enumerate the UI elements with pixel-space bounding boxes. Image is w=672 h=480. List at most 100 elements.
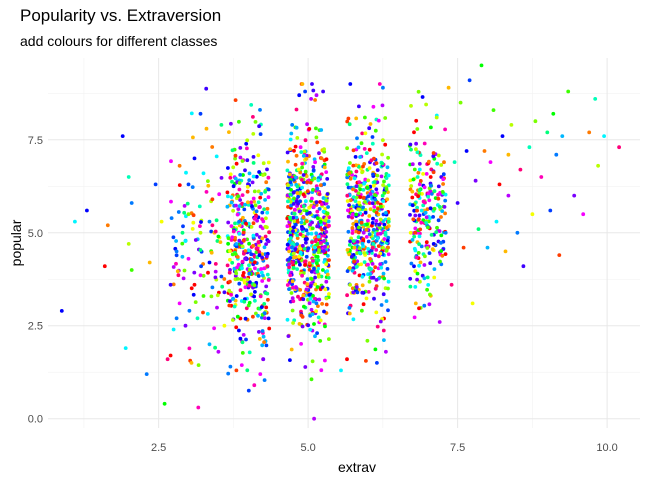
data-point <box>381 292 386 297</box>
data-point <box>410 195 415 200</box>
data-point <box>192 156 197 161</box>
data-point <box>294 215 299 220</box>
data-point <box>292 219 297 224</box>
data-point <box>309 307 314 312</box>
data-point <box>323 287 328 292</box>
data-point <box>383 142 388 147</box>
data-point <box>345 175 350 180</box>
data-point <box>232 304 237 309</box>
data-point <box>366 262 370 267</box>
data-point <box>311 165 316 169</box>
data-point <box>246 388 251 393</box>
data-point <box>359 262 363 267</box>
data-point <box>301 173 306 177</box>
data-point <box>509 123 514 127</box>
data-point <box>267 326 272 331</box>
data-point <box>374 210 379 215</box>
data-point <box>364 296 369 301</box>
data-point <box>314 254 319 259</box>
data-point <box>187 308 192 313</box>
data-point <box>375 200 380 205</box>
data-point <box>213 275 218 280</box>
data-point <box>321 89 325 94</box>
data-point <box>242 251 246 256</box>
data-point <box>413 213 418 218</box>
data-point <box>231 229 236 234</box>
data-point <box>209 229 214 234</box>
data-point <box>415 127 420 131</box>
data-point <box>308 297 313 301</box>
data-point <box>371 104 376 109</box>
data-point <box>386 286 390 291</box>
data-point <box>377 82 382 86</box>
data-point <box>446 85 451 90</box>
data-point <box>213 269 218 274</box>
data-point <box>289 188 293 192</box>
data-point <box>256 274 261 278</box>
data-point <box>184 170 188 175</box>
data-point <box>322 182 327 187</box>
data-point <box>288 230 293 235</box>
data-point <box>315 261 319 266</box>
data-point <box>213 345 218 350</box>
data-point <box>432 275 437 280</box>
data-point <box>409 147 413 152</box>
data-point <box>429 192 434 196</box>
data-point <box>371 227 376 232</box>
data-point <box>169 216 174 221</box>
data-point <box>264 216 268 221</box>
data-point <box>345 357 349 362</box>
data-point <box>206 183 211 188</box>
data-point <box>350 268 355 273</box>
data-point <box>229 121 233 126</box>
data-point <box>356 225 361 230</box>
data-point <box>311 259 315 263</box>
data-point <box>322 233 327 238</box>
data-point <box>376 254 381 259</box>
data-point <box>357 200 361 205</box>
data-point <box>527 145 532 150</box>
data-point <box>408 230 413 235</box>
data-point <box>353 199 358 204</box>
data-point <box>412 208 417 213</box>
data-point <box>345 182 350 187</box>
data-point <box>581 212 586 217</box>
data-point <box>415 208 419 213</box>
data-point <box>238 198 243 202</box>
data-point <box>318 241 323 245</box>
data-point <box>251 161 256 165</box>
data-point <box>228 172 233 177</box>
data-point <box>439 233 444 238</box>
data-point <box>264 343 269 348</box>
data-point <box>361 205 365 210</box>
data-point <box>360 283 365 288</box>
data-point <box>237 328 241 333</box>
y-tick-labels: 0.0 2.5 5.0 7.5 <box>28 135 43 426</box>
data-point <box>299 342 303 346</box>
data-point <box>310 196 314 201</box>
data-point <box>350 226 355 230</box>
data-point <box>290 296 295 300</box>
data-point <box>315 216 320 221</box>
data-point <box>426 194 430 199</box>
data-point <box>247 263 251 268</box>
data-point <box>250 180 255 185</box>
data-point <box>358 195 363 200</box>
data-point <box>312 176 317 181</box>
data-point <box>314 200 319 205</box>
data-point <box>431 151 436 155</box>
data-point <box>182 204 187 208</box>
data-point <box>265 254 269 259</box>
data-point <box>293 144 298 149</box>
data-point <box>261 273 265 278</box>
data-point <box>417 234 422 239</box>
data-point <box>382 276 386 281</box>
data-point <box>356 230 361 235</box>
data-point <box>587 130 592 135</box>
data-point <box>422 185 427 190</box>
data-point <box>366 290 371 294</box>
data-point <box>348 198 353 203</box>
data-point <box>352 245 357 250</box>
data-point <box>339 368 343 373</box>
data-point <box>385 197 390 202</box>
